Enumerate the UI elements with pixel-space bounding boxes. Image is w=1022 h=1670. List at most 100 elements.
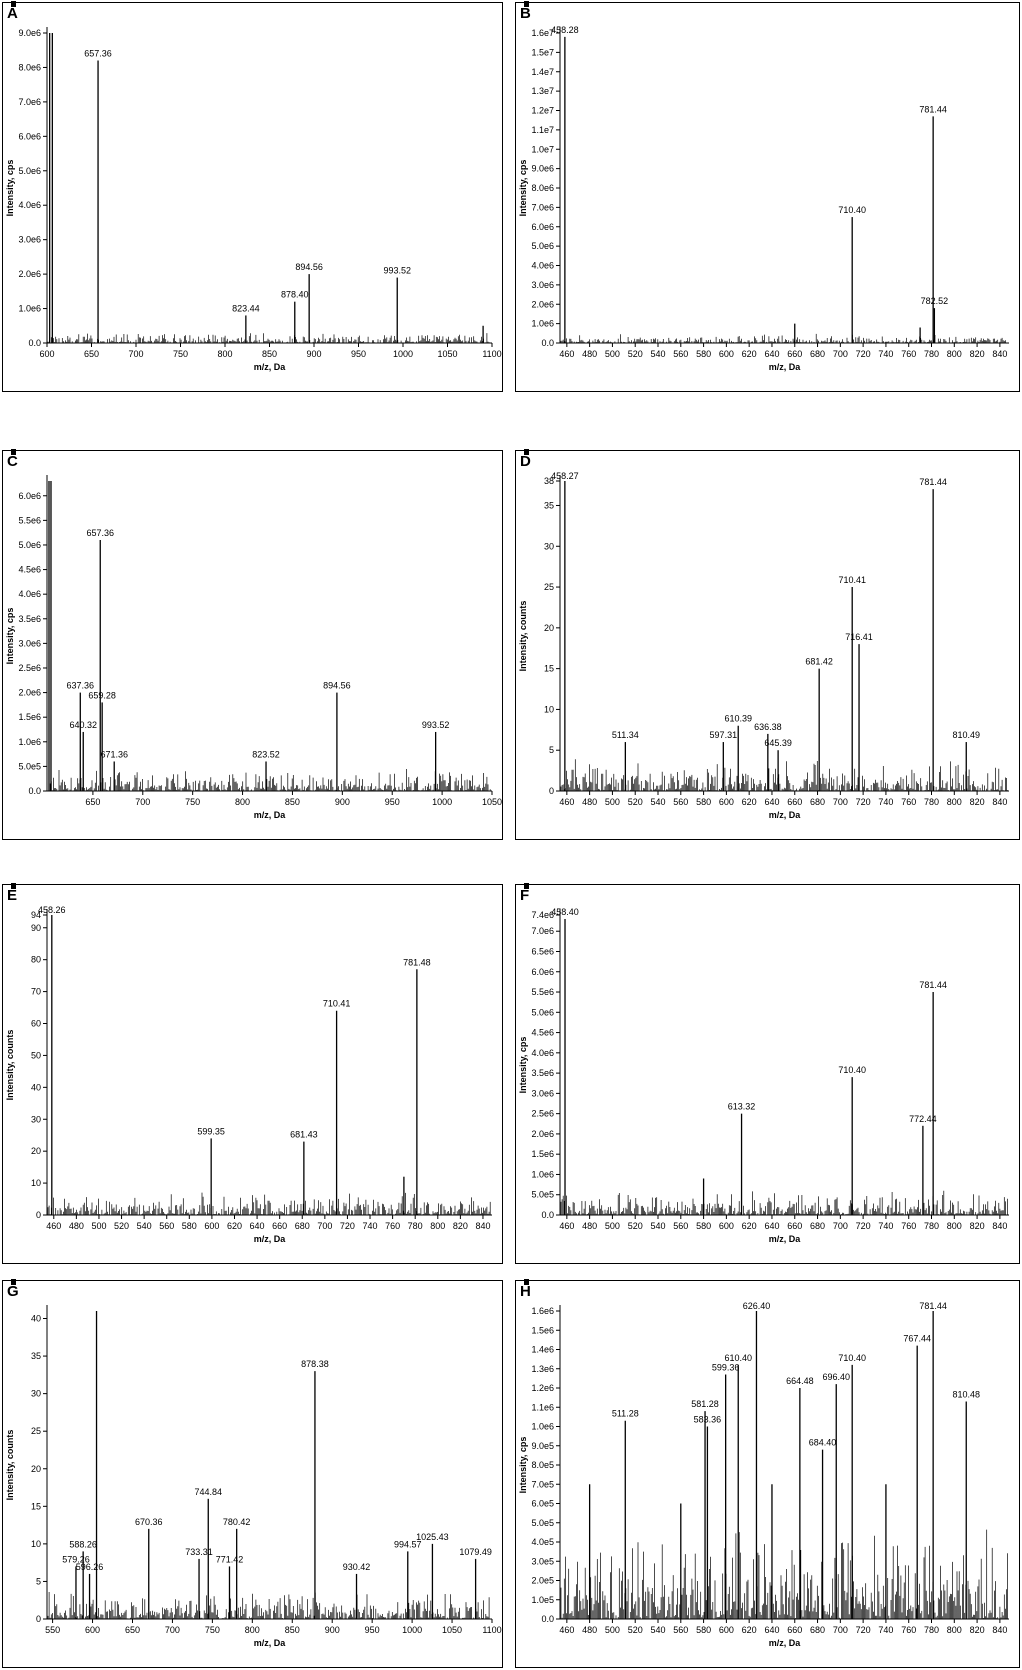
x-tick-label: 520 [628, 1221, 643, 1231]
x-tick-label: 480 [582, 1625, 597, 1635]
x-tick-label: 780 [924, 797, 939, 807]
x-tick-label: 540 [650, 797, 665, 807]
x-tick-label: 950 [351, 349, 366, 359]
y-tick-label: 8.0e5 [531, 1460, 554, 1470]
y-tick-label: 15 [31, 1501, 41, 1511]
x-axis-title: m/z, Da [254, 1638, 287, 1648]
x-tick-label: 700 [833, 1221, 848, 1231]
spectrum-chart-d: 460 480 500 520 540 560 580 600 620 640 660 680 700 7… [518, 471, 1009, 820]
y-tick-label: 3.5e6 [18, 614, 41, 624]
spectrum-chart-c: 650 700 750 800 850 900 950 1000 1050 0.0 5.0e5 1.0… [5, 475, 502, 820]
panel-marker [524, 1279, 529, 1285]
peak-label: 657.36 [84, 49, 112, 59]
y-tick-label: 2.0e6 [18, 269, 41, 279]
peak-label: 681.43 [290, 1130, 318, 1140]
y-tick-label: 2.5e6 [18, 663, 41, 673]
peak-label: 583.36 [694, 1415, 722, 1425]
panel-d: D 460 480 500 520 540 560 580 600 620 640 660 680 70… [515, 449, 1020, 840]
y-tick-label: 4.5e6 [18, 565, 41, 575]
peak-label: 710.40 [838, 1353, 866, 1363]
x-axis-title: m/z, Da [769, 1234, 802, 1244]
peak-label: 810.49 [952, 730, 980, 740]
panel-marker [11, 1279, 16, 1285]
y-tick-label: 10 [31, 1539, 41, 1549]
peak-label: 458.27 [551, 471, 579, 481]
x-tick-label: 500 [605, 349, 620, 359]
y-tick-label: 4.0e5 [531, 1537, 554, 1547]
panel-c: C 650 700 750 800 850 900 950 1000 1050 0.0 5.0e5 1… [2, 449, 503, 840]
y-tick-label: 5.0e5 [531, 1190, 554, 1200]
peak-label: 781.48 [403, 957, 431, 967]
y-tick-label: 10 [31, 1178, 41, 1188]
x-tick-label: 720 [856, 1625, 871, 1635]
y-tick-label: 1.5e6 [18, 712, 41, 722]
peak-label: 581.28 [691, 1399, 719, 1409]
y-tick-label: 6.0e5 [531, 1499, 554, 1509]
x-tick-label: 780 [924, 349, 939, 359]
x-tick-label: 700 [833, 797, 848, 807]
y-tick-label: 40 [31, 1314, 41, 1324]
x-tick-label: 820 [970, 1625, 985, 1635]
x-tick-label: 600 [719, 1221, 734, 1231]
x-tick-label: 600 [719, 797, 734, 807]
x-tick-label: 800 [430, 1221, 445, 1231]
x-tick-label: 560 [673, 797, 688, 807]
y-tick-label: 9.0e5 [531, 1441, 554, 1451]
y-tick-label: 4.0e6 [531, 261, 554, 271]
panel-marker [11, 883, 16, 889]
y-tick-label: 0.0 [541, 1210, 554, 1220]
y-tick-label: 1.6e7 [531, 28, 554, 38]
panel-b: B 460 480 500 520 540 560 580 600 620 640 660 680 70… [515, 1, 1020, 392]
y-tick-label: 1.5e7 [531, 47, 554, 57]
x-tick-label: 640 [764, 797, 779, 807]
x-tick-label: 720 [856, 349, 871, 359]
x-tick-label: 820 [970, 1221, 985, 1231]
x-tick-label: 620 [742, 797, 757, 807]
x-tick-label: 680 [810, 1221, 825, 1231]
y-axis-title: Intensity, cps [518, 160, 528, 217]
peak-label: 645.39 [764, 738, 792, 748]
y-tick-label: 7.0e5 [531, 1479, 554, 1489]
x-tick-label: 1000 [393, 349, 413, 359]
peak-label: 710.40 [838, 205, 866, 215]
y-tick-label: 1.4e6 [531, 1345, 554, 1355]
noise-baseline [47, 333, 491, 343]
panel-marker [11, 1, 16, 7]
y-tick-label: 1.0e6 [531, 1169, 554, 1179]
y-tick-label: 90 [31, 923, 41, 933]
panel-marker [524, 1, 529, 7]
x-tick-label: 720 [856, 1221, 871, 1231]
y-tick-label: 35 [31, 1351, 41, 1361]
y-tick-label: 5.0e5 [18, 761, 41, 771]
peak-label: 733.31 [185, 1547, 213, 1557]
y-tick-label: 9.0e6 [531, 164, 554, 174]
x-tick-label: 680 [810, 349, 825, 359]
x-tick-label: 750 [173, 349, 188, 359]
panel-label: F [520, 887, 530, 904]
y-axis-title: Intensity, counts [518, 601, 528, 672]
x-axis-title: m/z, Da [254, 810, 287, 820]
x-tick-label: 500 [605, 797, 620, 807]
peak-label: 744.84 [194, 1487, 222, 1497]
panel-marker [11, 449, 16, 455]
x-tick-label: 700 [165, 1625, 180, 1635]
x-tick-label: 800 [947, 349, 962, 359]
x-tick-label: 850 [285, 797, 300, 807]
peak-label: 657.36 [86, 528, 114, 538]
y-tick-label: 1.4e7 [531, 67, 554, 77]
x-tick-label: 760 [901, 797, 916, 807]
y-tick-label: 3.0e5 [531, 1556, 554, 1566]
y-tick-label: 5.0e6 [531, 1007, 554, 1017]
y-tick-label: 3.0e6 [531, 280, 554, 290]
x-tick-label: 780 [924, 1625, 939, 1635]
noise-baseline [560, 1529, 1008, 1619]
x-tick-label: 700 [833, 349, 848, 359]
peak-label: 993.52 [383, 266, 411, 276]
x-tick-label: 680 [810, 797, 825, 807]
x-tick-label: 580 [696, 1625, 711, 1635]
x-tick-label: 820 [970, 797, 985, 807]
y-tick-label: 1.0e6 [531, 319, 554, 329]
panel-label: H [520, 1283, 531, 1300]
y-tick-label: 4.0e6 [18, 200, 41, 210]
peak-label: 930.42 [343, 1562, 371, 1572]
